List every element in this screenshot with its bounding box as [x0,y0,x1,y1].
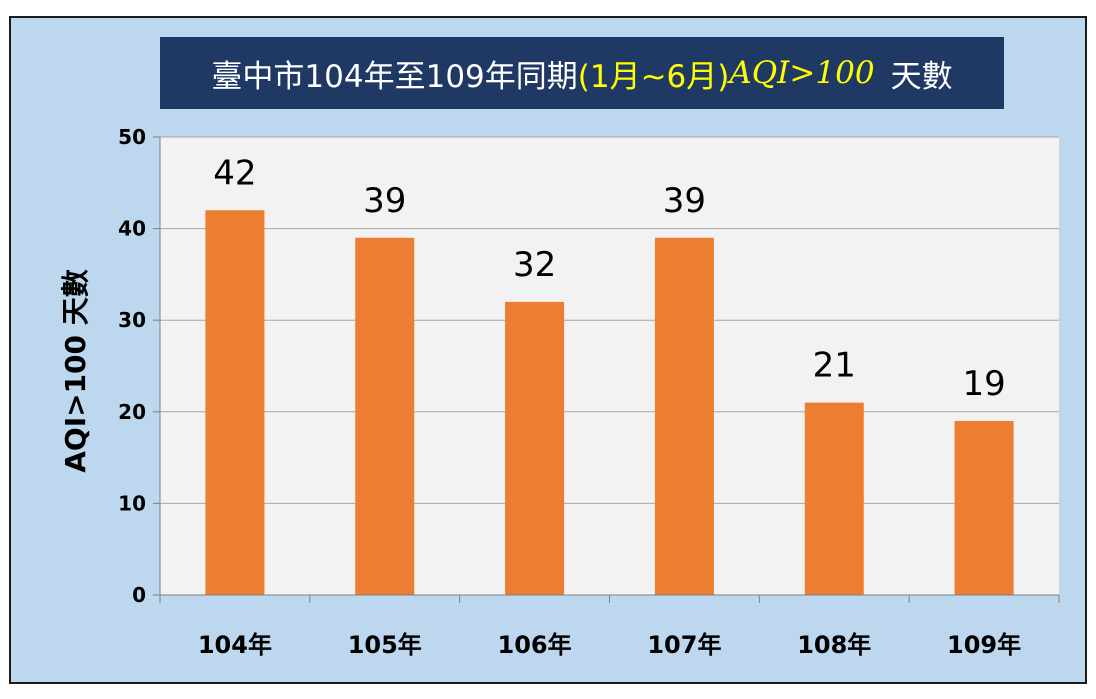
data-label: 21 [813,346,856,386]
y-tick-label: 40 [118,217,146,241]
x-category-label: 104年 [198,631,272,659]
x-category-label: 107年 [647,631,721,659]
data-label: 39 [363,181,406,221]
y-tick-label: 10 [118,491,146,515]
bar-106年 [505,301,565,595]
x-category-label: 108年 [797,631,871,659]
x-category-label: 109年 [947,631,1021,659]
x-category-label: 106年 [498,631,572,659]
data-label: 42 [213,153,256,193]
data-label: 32 [513,245,556,285]
y-tick-label: 0 [132,583,146,607]
bar-108年 [804,402,864,595]
bar-109年 [954,420,1014,595]
data-label: 39 [663,181,706,221]
data-label: 19 [962,364,1005,404]
title-main: 臺中市104年至109年同期 [211,58,578,95]
y-axis-ticks: 0 10 20 30 40 50 [118,125,160,607]
plot-area [160,137,1059,595]
title-period: (1月~6月) [577,58,730,95]
gridlines [160,136,1059,504]
title-unit: 天數 [890,58,953,95]
title-metric: AQI>100 [729,55,875,91]
y-tick-label: 30 [118,308,146,332]
data-labels: 42 39 32 39 21 19 [213,153,1005,404]
bar-104年 [205,210,265,595]
y-axis-label: AQI>100 天數 [59,269,92,473]
x-axis-categories: 104年 105年 106年 107年 108年 109年 [159,595,1060,659]
bar-107年 [654,237,714,595]
x-category-label: 105年 [348,631,422,659]
y-tick-label: 20 [118,400,146,424]
y-tick-label: 50 [118,125,146,149]
chart-title: 臺中市104年至109年同期 (1月~6月) AQI>100 天數 [160,37,1004,109]
bars [205,210,1014,595]
bar-105年 [355,237,415,595]
